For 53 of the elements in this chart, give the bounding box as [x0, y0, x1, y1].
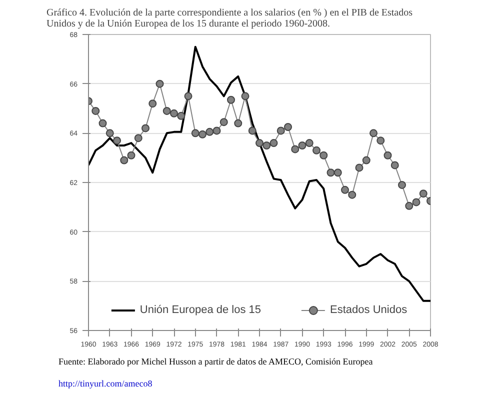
chart-title: Gráfico 4. Evolución de la parte correspondiente a los salarios (en % ) en el PIB de Estados Unidos y de la Unión Europea de los 15 durante el periodo 1960-2008. [46, 8, 413, 30]
point [198, 130, 206, 138]
point [320, 151, 328, 160]
point [376, 136, 385, 145]
legend-label: Unión Europea de los 15 [140, 304, 262, 316]
point [220, 118, 228, 126]
point [127, 151, 136, 160]
point [305, 139, 314, 148]
point [298, 142, 306, 150]
point [262, 142, 271, 150]
point [177, 112, 186, 120]
point [234, 119, 242, 128]
point [341, 186, 349, 194]
point [355, 164, 364, 172]
point [227, 96, 235, 104]
point [326, 168, 335, 177]
point [148, 100, 157, 108]
point [370, 129, 378, 138]
point [98, 119, 107, 128]
point [256, 139, 264, 148]
point [348, 190, 356, 199]
point [184, 92, 192, 100]
point [191, 129, 200, 138]
point [384, 151, 392, 160]
legend-label: Estados Unidos [330, 304, 408, 316]
point [390, 161, 399, 170]
point [212, 126, 221, 135]
point [206, 128, 214, 136]
point [106, 129, 114, 138]
point [276, 126, 285, 135]
point [270, 139, 278, 148]
point [170, 109, 178, 118]
point [92, 106, 100, 115]
point [362, 156, 370, 164]
point [334, 168, 342, 177]
point [241, 92, 250, 100]
text: http://tinyurl.com/ameco8 [58, 378, 153, 388]
point [142, 124, 150, 132]
point [412, 198, 420, 206]
point [291, 145, 300, 154]
point [120, 156, 128, 164]
point [113, 136, 121, 145]
point [398, 180, 406, 189]
point [405, 202, 414, 210]
point [248, 126, 256, 135]
point [134, 134, 142, 142]
point [312, 146, 320, 154]
point [162, 106, 171, 115]
point [156, 80, 164, 88]
line-series [88, 46, 430, 302]
source-note: Fuente: Elaborado por Michel Husson a partir de datos de AMECO, Comisión Europea [58, 356, 373, 366]
point [284, 123, 292, 131]
point [419, 190, 428, 198]
